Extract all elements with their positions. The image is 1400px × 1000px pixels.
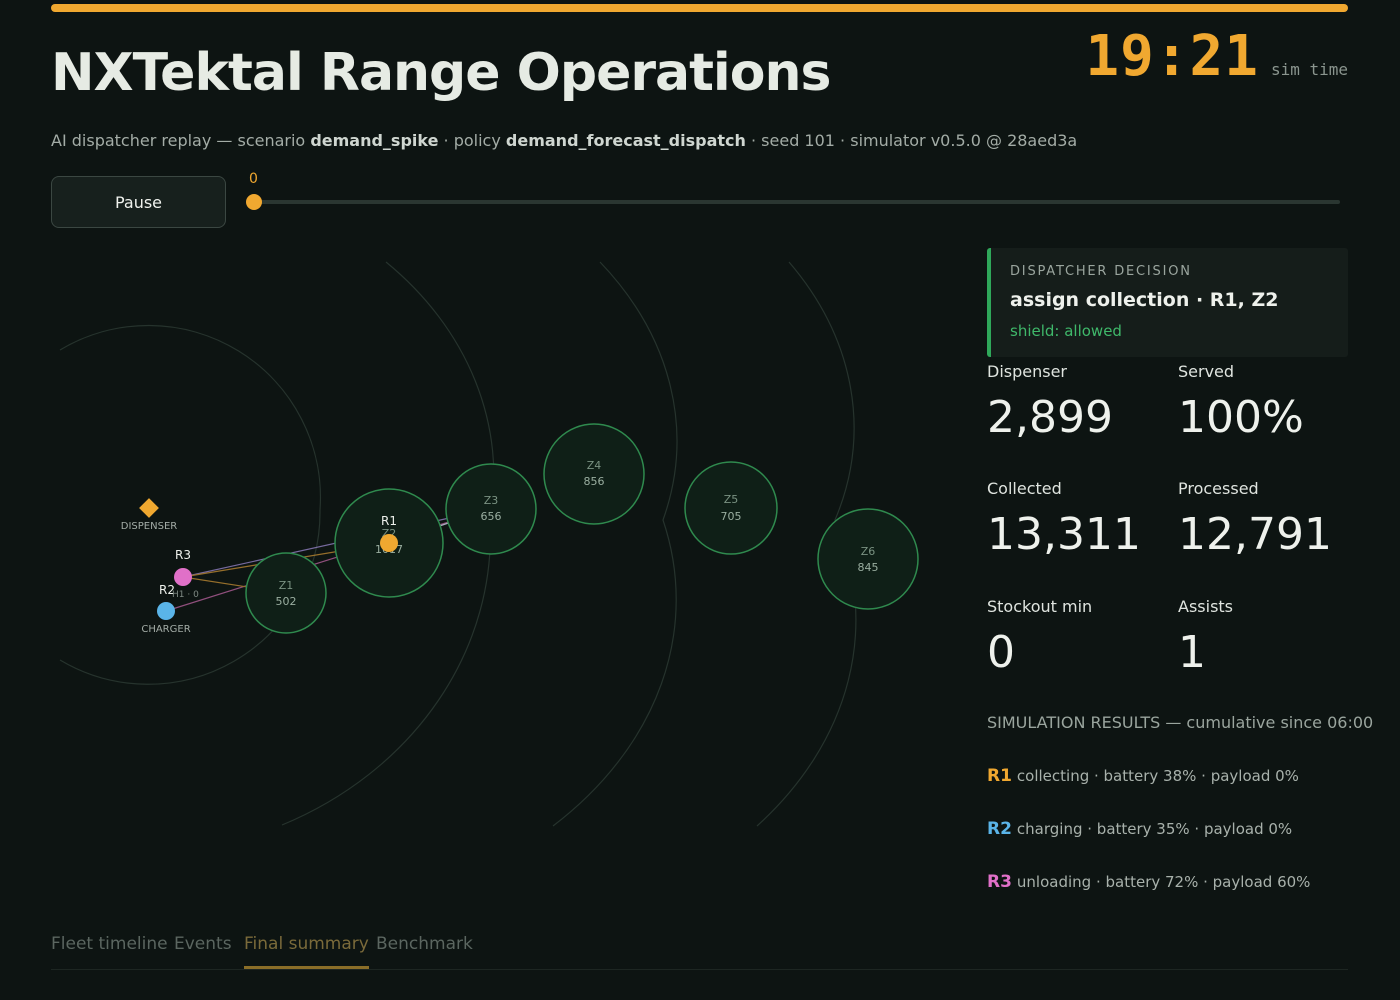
sim-clock: 19:21 sim time xyxy=(1085,24,1348,89)
robot-id: R2 xyxy=(987,819,1012,839)
robot-status-r1: R1 collecting · battery 38% · payload 0% xyxy=(987,766,1299,786)
stat-value: 1 xyxy=(1178,627,1206,678)
scrubber-value: 0 xyxy=(249,171,258,187)
stat-label: Dispenser xyxy=(987,362,1067,381)
robot-r1-label: R1 xyxy=(381,514,397,528)
stat-dispenser: Dispenser 2,899 xyxy=(987,362,1113,445)
robot-id: R3 xyxy=(987,872,1012,892)
bottom-tabs: Fleet timeline Events Final summary Benc… xyxy=(51,930,1348,970)
decision-kicker: DISPATCHER DECISION xyxy=(1010,264,1192,279)
robot-status-r3: R3 unloading · battery 72% · payload 60% xyxy=(987,872,1310,892)
zone-z3[interactable]: Z3 656 xyxy=(445,463,537,555)
scrubber-handle[interactable] xyxy=(246,194,262,210)
robot-status-text: charging · battery 35% · payload 0% xyxy=(1016,820,1293,838)
robot-id: R1 xyxy=(987,766,1012,786)
stat-value: 0 xyxy=(987,627,1015,678)
robot-r3-label: R3 xyxy=(175,548,191,562)
stat-assists: Assists 1 xyxy=(1178,597,1233,680)
robot-status-r2: R2 charging · battery 35% · payload 0% xyxy=(987,819,1292,839)
stat-label: Assists xyxy=(1178,597,1234,616)
tab-fleet-timeline[interactable]: Fleet timeline xyxy=(51,934,168,954)
timeline-scrubber[interactable] xyxy=(254,200,1340,204)
range-arc-3 xyxy=(552,261,678,827)
stat-stockout: Stockout min 0 xyxy=(987,597,1092,680)
scenario-name: demand_spike xyxy=(310,131,439,150)
run-subtitle: AI dispatcher replay — scenario demand_s… xyxy=(51,131,1077,150)
dispenser-icon xyxy=(139,498,159,518)
range-map: Z1 502 Z2 1017 Z3 656 Z4 856 Z5 705 Z6 8… xyxy=(59,261,919,827)
robot-r2[interactable]: R2 H1 · 0 CHARGER xyxy=(141,583,199,635)
stat-value: 2,899 xyxy=(987,392,1113,443)
stat-value: 100% xyxy=(1178,392,1304,443)
sim-clock-label: sim time xyxy=(1270,60,1348,79)
zone-value: 845 xyxy=(858,561,879,574)
sim-clock-time: 19:21 xyxy=(1085,24,1259,89)
route-line xyxy=(165,508,491,612)
route-lines xyxy=(165,508,491,612)
zone-id: Z5 xyxy=(724,493,739,506)
range-arc-1 xyxy=(59,324,322,685)
zone-value: 656 xyxy=(481,510,502,523)
pause-button[interactable]: Pause xyxy=(51,176,226,228)
zone-z6[interactable]: Z6 845 xyxy=(817,508,919,610)
subtitle-suffix: · seed 101 · simulator v0.5.0 @ 28aed3a xyxy=(745,131,1078,150)
tab-events[interactable]: Events xyxy=(174,934,232,954)
zone-value: 856 xyxy=(584,475,605,488)
zone-id: Z4 xyxy=(587,459,602,472)
stat-label: Served xyxy=(1178,362,1235,381)
dispenser-label: DISPENSER xyxy=(121,521,177,532)
stat-value: 12,791 xyxy=(1178,509,1332,560)
robot-r2-label: R2 xyxy=(159,583,175,597)
subtitle-prefix: AI dispatcher replay — scenario xyxy=(51,131,311,150)
policy-name: demand_forecast_dispatch xyxy=(505,131,746,150)
stat-label: Collected xyxy=(987,479,1062,498)
subtitle-policy-prefix: · policy xyxy=(438,131,506,150)
robot-r2-sublabel: H1 · 0 xyxy=(172,590,199,600)
page-title: NXTektal Range Operations xyxy=(51,43,831,103)
zone-value: 705 xyxy=(721,510,742,523)
stat-label: Processed xyxy=(1178,479,1259,498)
decision-action: assign collection · R1, Z2 xyxy=(1010,289,1279,311)
zone-z4[interactable]: Z4 856 xyxy=(543,423,645,525)
robot-status-text: collecting · battery 38% · payload 0% xyxy=(1016,767,1299,785)
zone-id: Z3 xyxy=(484,494,499,507)
decision-shield-status: shield: allowed xyxy=(1010,322,1122,340)
charger-label: CHARGER xyxy=(141,624,190,635)
zone-value: 502 xyxy=(276,595,297,608)
robot-status-text: unloading · battery 72% · payload 60% xyxy=(1016,873,1311,891)
dispatcher-decision-card: DISPATCHER DECISION assign collection · … xyxy=(987,248,1348,357)
stat-label: Stockout min xyxy=(987,597,1093,616)
top-accent-bar xyxy=(51,4,1348,12)
zone-id: Z1 xyxy=(279,579,294,592)
robot-r3[interactable]: R3 xyxy=(174,548,192,586)
zone-z1[interactable]: Z1 502 xyxy=(245,552,327,634)
tab-final-summary[interactable]: Final summary xyxy=(244,934,369,969)
zone-id: Z6 xyxy=(861,545,876,558)
stat-value: 13,311 xyxy=(987,509,1141,560)
stat-served: Served 100% xyxy=(1178,362,1304,445)
stat-collected: Collected 13,311 xyxy=(987,479,1141,562)
robot-r1[interactable]: R1 xyxy=(380,514,398,552)
dispenser-marker[interactable]: DISPENSER xyxy=(121,498,177,532)
zone-z5[interactable]: Z5 705 xyxy=(684,461,778,555)
tab-benchmark[interactable]: Benchmark xyxy=(376,934,473,954)
stat-processed: Processed 12,791 xyxy=(1178,479,1332,562)
simulation-results-heading: SIMULATION RESULTS — cumulative since 06… xyxy=(987,713,1374,732)
